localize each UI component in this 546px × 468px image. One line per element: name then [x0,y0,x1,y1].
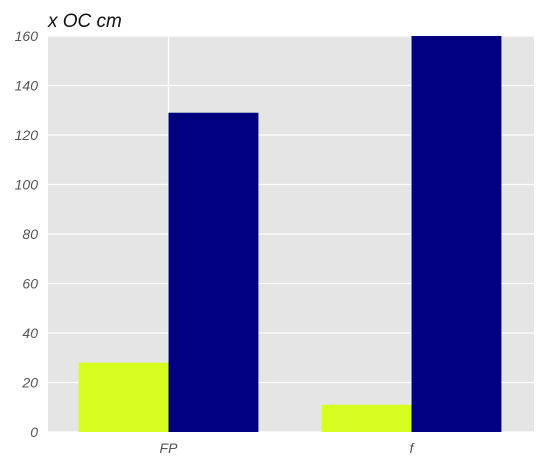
y-tick-label: 0 [30,424,38,440]
y-tick-label: 80 [22,226,38,242]
y-tick-label: 20 [21,375,38,391]
x-axis-ticks: FP f [160,440,416,456]
y-tick-label: 120 [15,127,39,143]
bar-series-1-f [321,404,412,432]
bar-series-2-f [411,36,502,432]
y-tick-label: 160 [15,28,39,44]
chart-title: x OC cm [47,11,122,32]
y-tick-label: 60 [22,276,38,292]
y-tick-label: 140 [15,78,39,94]
y-tick-label: 100 [15,177,39,193]
x-tick-label: FP [160,440,179,456]
y-tick-label: 40 [22,325,38,341]
y-axis-ticks: 0 20 40 60 80 100 120 140 160 [15,28,39,440]
bar-series-1-FP [78,362,169,432]
bar-series-2-FP [168,112,259,432]
x-tick-label: f [410,440,416,456]
bars [78,36,502,432]
